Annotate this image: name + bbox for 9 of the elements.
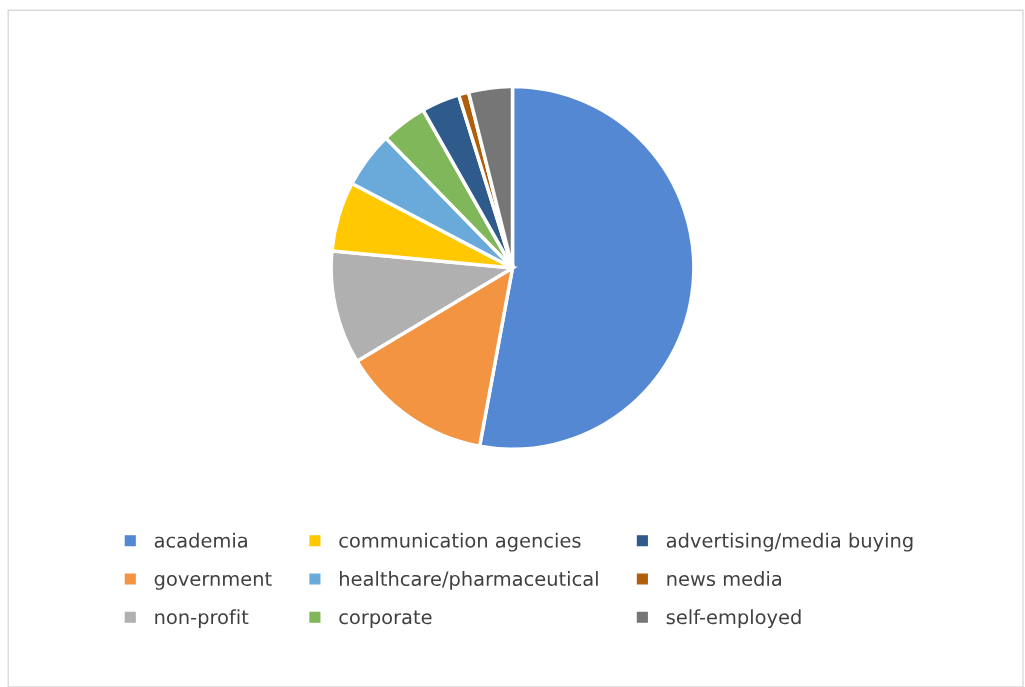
legend-label: academia xyxy=(154,532,247,548)
legend-label: healthcare/pharmaceutical xyxy=(340,571,598,590)
legend-label: communication agencies xyxy=(339,532,581,552)
legend-label: advertising/media buying xyxy=(666,532,913,552)
legend-label: news media xyxy=(667,571,781,587)
legend-label: government xyxy=(154,572,272,590)
legend-label: corporate xyxy=(339,610,432,629)
legend-label: non-profit xyxy=(155,609,249,629)
legend-label: self-employed xyxy=(666,609,801,629)
